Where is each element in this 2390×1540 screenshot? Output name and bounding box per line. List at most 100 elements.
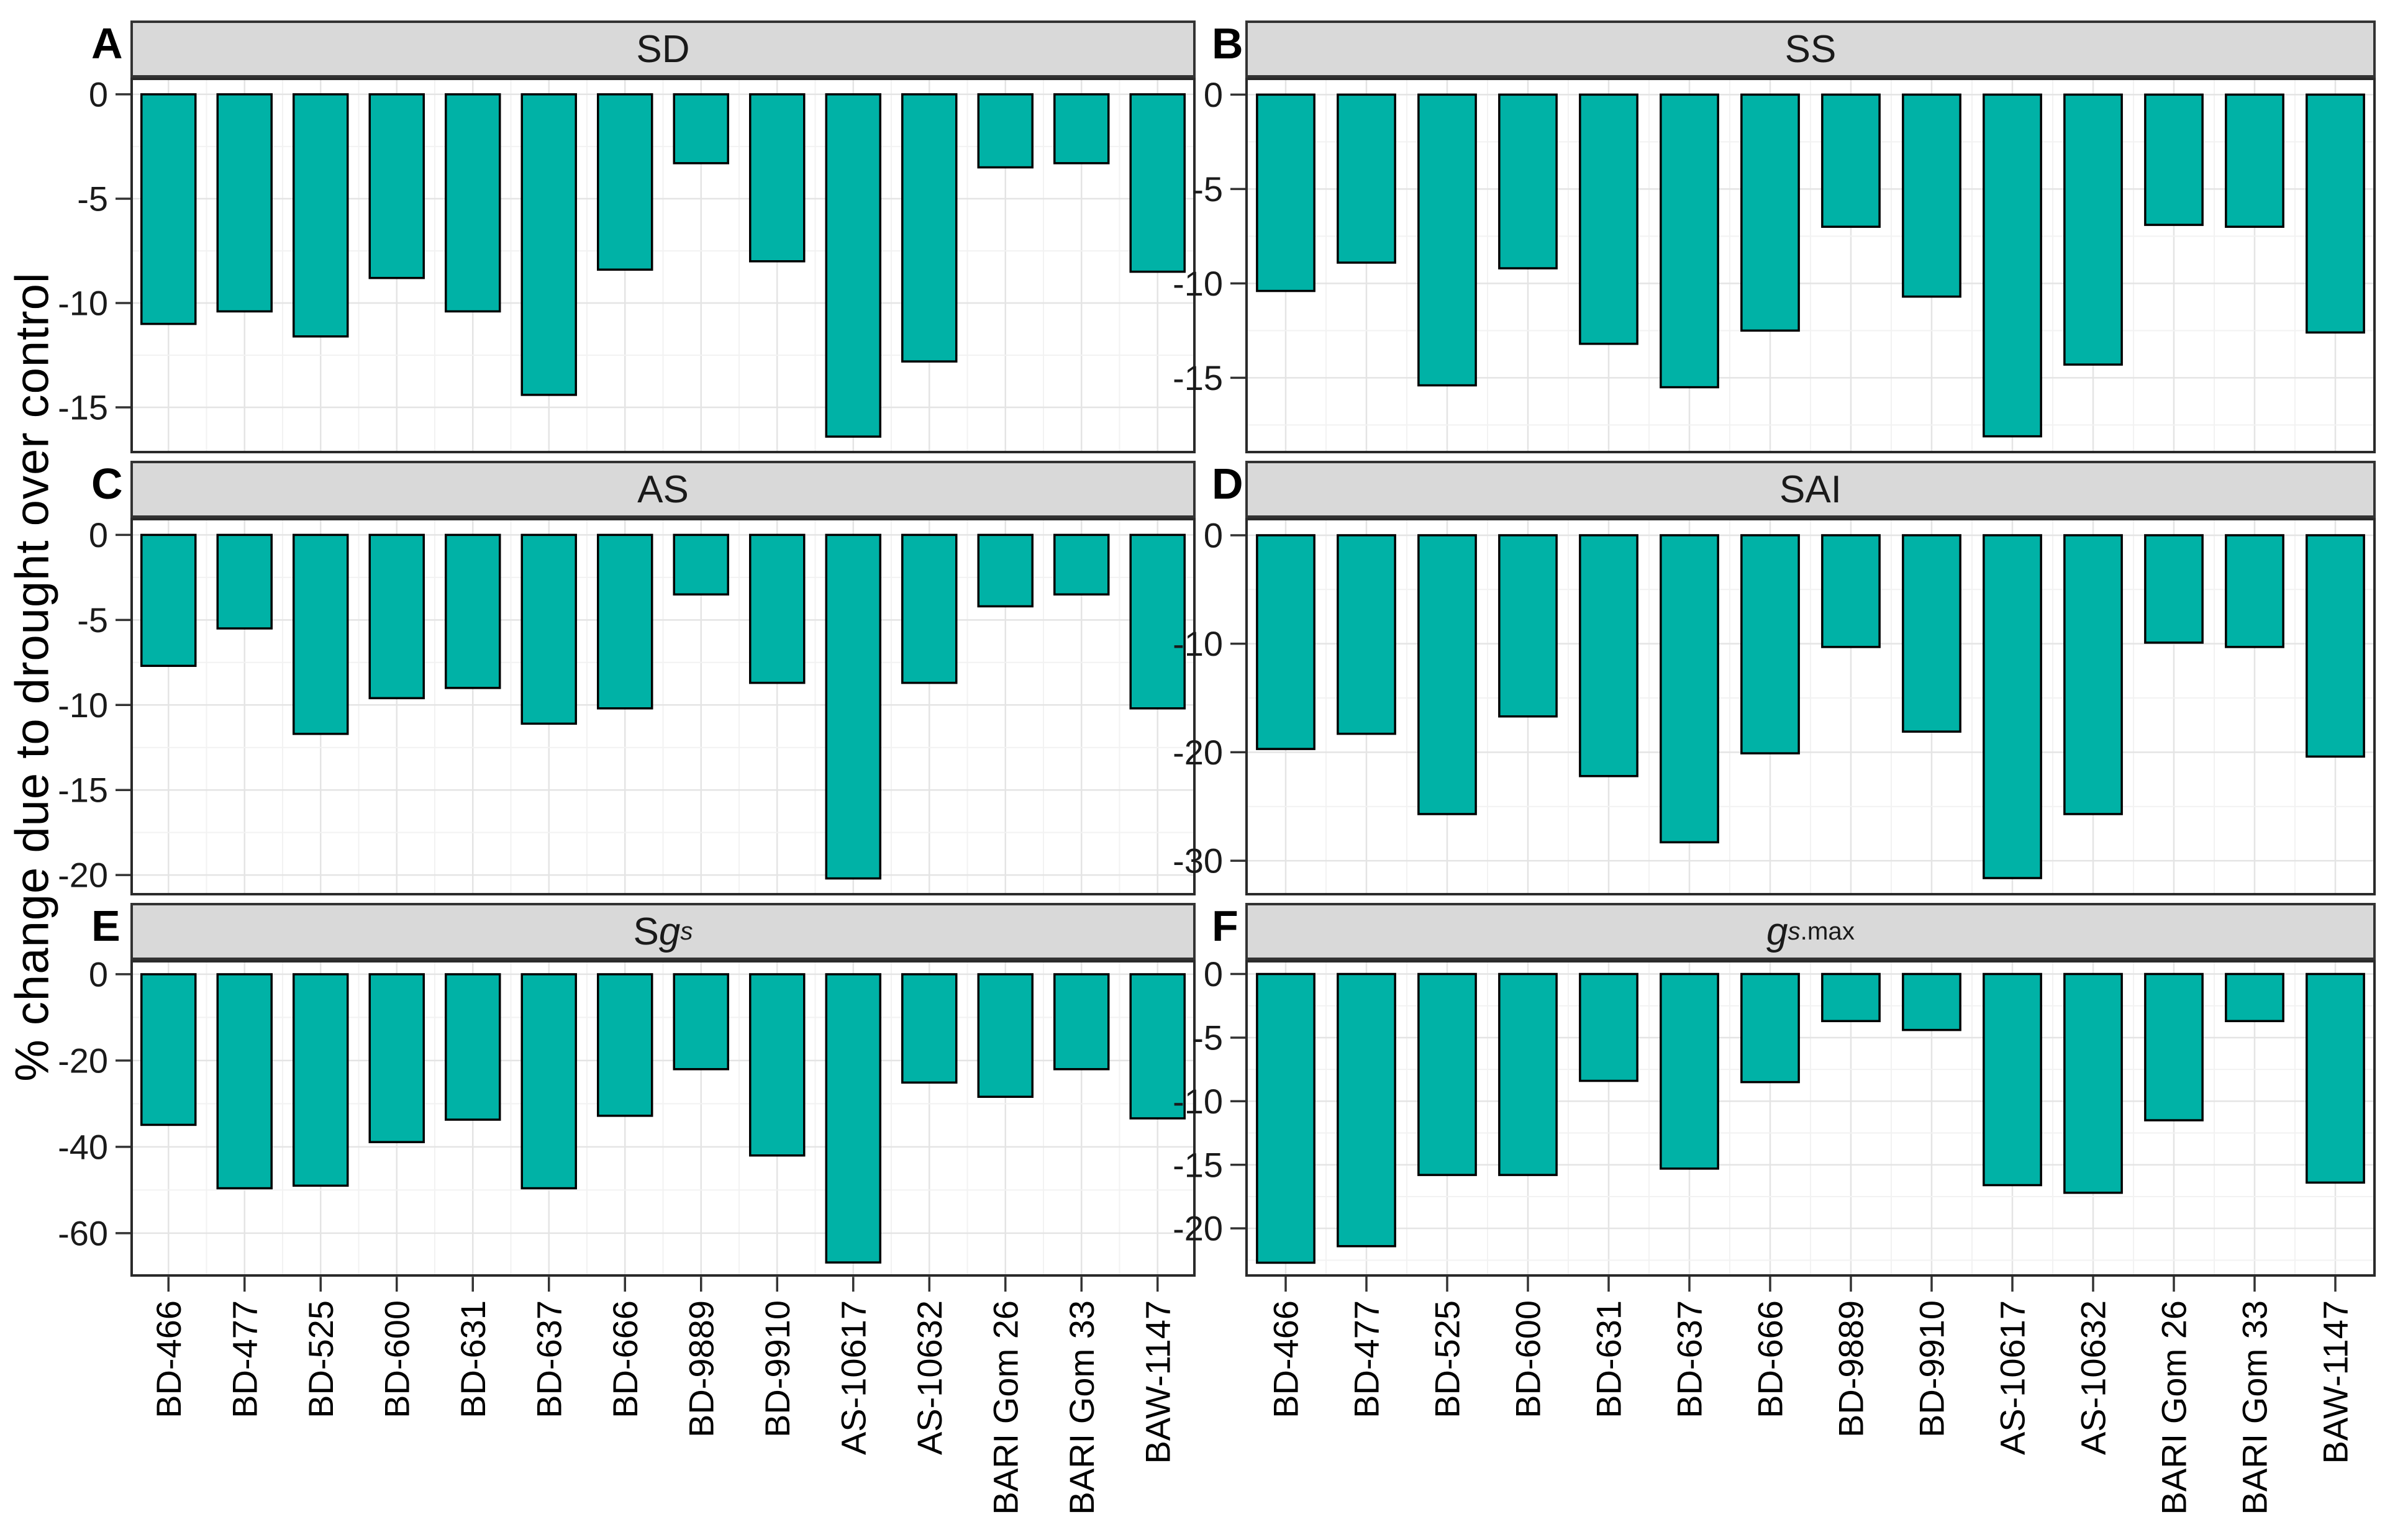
x-category-label: BARI Gom 26	[2155, 1300, 2194, 1515]
bar-bd-637	[1660, 972, 1719, 1170]
y-tick-label: -10	[1173, 624, 1223, 663]
bar-bd-9889	[673, 973, 729, 1071]
bar-as-10617	[1983, 972, 2042, 1187]
strip-title-ss: SS	[1245, 20, 2376, 78]
strip-title-segment: g	[658, 910, 681, 953]
bar-bari-gom-33	[2225, 534, 2284, 648]
bar-baw-1147	[1129, 533, 1186, 710]
bar-baw-1147	[2306, 93, 2365, 334]
bar-bari-gom-26	[977, 93, 1034, 169]
plot-area-b: 0 -5 -10 -15	[1173, 75, 2376, 453]
bar-as-10617	[825, 973, 881, 1264]
bar-bari-gom-33	[2225, 93, 2284, 228]
bar-bari-gom-26	[977, 973, 1034, 1098]
y-tick-label: -5	[77, 600, 108, 640]
y-tick-label: -10	[58, 284, 108, 323]
y-tick-label: -10	[1173, 264, 1223, 303]
bar-bd-666	[597, 973, 653, 1117]
bar-as-10632	[2063, 93, 2123, 366]
bar-bd-666	[1740, 972, 1800, 1084]
strip-title-segment: S	[633, 910, 659, 953]
plot-area-c: 0 -5 -10 -15 -20	[58, 515, 1196, 895]
bar-bd-666	[597, 533, 653, 710]
y-tick-label: -20	[58, 1041, 108, 1080]
bar-bari-gom-26	[2144, 972, 2204, 1121]
bar-bd-9910	[1902, 972, 1961, 1031]
bar-bd-466	[140, 973, 197, 1126]
strip-title-segment: g	[1766, 910, 1788, 953]
bar-bd-666	[1740, 93, 1800, 332]
bar-baw-1147	[2306, 534, 2365, 758]
y-tick-label: 0	[89, 954, 108, 994]
bar-bari-gom-26	[2144, 93, 2204, 226]
bar-bari-gom-26	[977, 533, 1034, 608]
bar-bari-gom-26	[2144, 534, 2204, 644]
bar-bd-466	[1256, 972, 1315, 1264]
bar-baw-1147	[1129, 93, 1186, 273]
bar-bd-525	[1417, 972, 1477, 1176]
x-category-label: BD-666	[606, 1300, 645, 1418]
y-tick-label: -5	[1192, 1018, 1223, 1057]
bar-bd-477	[1337, 534, 1396, 735]
bar-bari-gom-33	[2225, 972, 2284, 1023]
bar-bd-600	[1498, 972, 1558, 1176]
plot-area-e: 0 -20 -40 -60	[58, 954, 1196, 1277]
y-tick-label: 0	[1204, 75, 1223, 114]
plot-area-d: 0 -10 -20 -30	[1173, 515, 2376, 895]
y-tick-label: -30	[1173, 841, 1223, 881]
bar-bd-637	[520, 93, 577, 396]
bar-bd-637	[520, 533, 577, 725]
bar-bd-9910	[1902, 534, 1961, 733]
x-category-label: BARI Gom 33	[2235, 1300, 2274, 1515]
panel-letter-d: D	[1212, 460, 1243, 508]
bar-as-10632	[901, 93, 958, 363]
bar-as-10632	[2063, 972, 2123, 1194]
bar-bd-631	[1579, 93, 1638, 345]
facet-panel-a: A SD 0 -5 -10 -15	[53, 20, 1199, 453]
y-tick-label: -40	[58, 1127, 108, 1166]
strip-title-segment: SD	[636, 27, 690, 71]
bar-bd-637	[520, 973, 577, 1190]
bar-bd-631	[445, 533, 501, 689]
x-category-label: AS-10632	[2074, 1300, 2113, 1455]
x-category-label: AS-10632	[910, 1300, 949, 1455]
bar-bd-600	[1498, 534, 1558, 718]
plot-area-f: 0 -5 -10 -15 -20	[1173, 954, 2376, 1277]
x-category-label: AS-10617	[1993, 1300, 2032, 1455]
x-category-label: BD-525	[301, 1300, 340, 1418]
x-axis-labels-right: BD-466 BD-477 BD-525 BD-600 BD-631 BD-637 BD-6…	[1266, 1277, 2355, 1515]
y-tick-label: -15	[1173, 358, 1223, 397]
x-category-label: BD-466	[1266, 1300, 1306, 1418]
panel-letter-c: C	[91, 460, 123, 508]
bar-baw-1147	[2306, 972, 2365, 1184]
x-category-label: BD-9910	[1912, 1300, 1952, 1438]
bar-bd-466	[1256, 93, 1315, 292]
bar-bd-466	[140, 93, 197, 325]
bar-bd-477	[216, 93, 273, 313]
bar-bd-466	[1256, 534, 1315, 750]
bar-bd-9889	[1821, 972, 1881, 1023]
y-tick-label: 0	[89, 515, 108, 555]
x-category-label: BAW-1147	[2316, 1300, 2355, 1464]
y-tick-label: -5	[1192, 170, 1223, 209]
y-tick-label: -15	[58, 388, 108, 427]
bar-bd-525	[293, 93, 349, 338]
bar-bd-477	[1337, 93, 1396, 264]
x-category-label: BD-631	[1589, 1300, 1629, 1418]
panel-letter-b: B	[1212, 19, 1243, 68]
bar-bd-600	[368, 973, 425, 1143]
y-tick-label: -20	[1173, 1209, 1223, 1248]
x-category-label: BD-631	[453, 1300, 493, 1418]
bar-bd-600	[368, 533, 425, 700]
bar-bd-637	[1660, 534, 1719, 844]
bar-bd-9889	[673, 533, 729, 596]
x-category-label: BD-477	[225, 1300, 264, 1418]
x-category-label: BARI Gom 33	[1062, 1300, 1101, 1515]
bar-bd-631	[445, 973, 501, 1121]
x-category-label: BD-525	[1428, 1300, 1467, 1418]
facet-panel-b: B SS 0 -5 -10 -15	[1173, 19, 2390, 453]
bar-baw-1147	[1129, 973, 1186, 1120]
